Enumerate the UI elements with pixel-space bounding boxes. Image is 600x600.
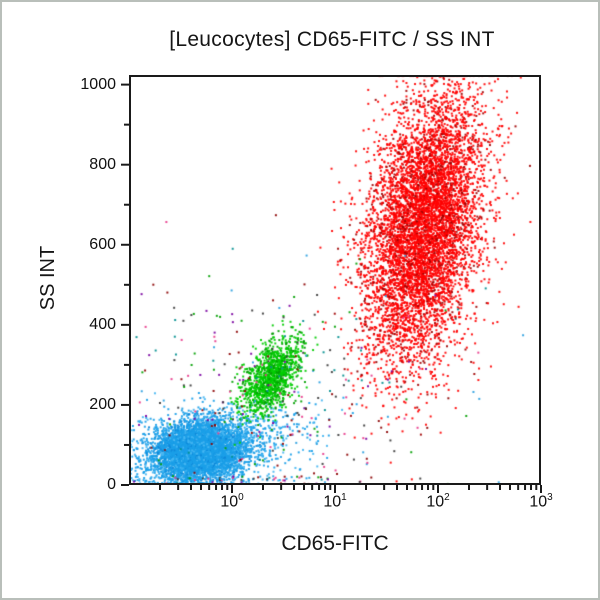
x-tick-exponent: 3 [547,492,553,503]
x-tick-exponent: 2 [444,492,450,503]
x-axis-tick-label: 100 [212,492,252,511]
x-axis-title: CD65-FITC [281,532,389,555]
x-axis-tick-label: 103 [521,492,561,511]
x-tick-base: 10 [529,493,548,511]
x-axis-tick-label: 101 [315,492,355,511]
x-tick-exponent: 0 [238,492,244,503]
x-tick-exponent: 1 [341,492,347,503]
plot-frame [129,75,541,485]
y-axis-tick-label: 600 [89,235,116,253]
x-tick-base: 10 [426,493,445,511]
y-axis-tick-label: 400 [89,315,116,333]
x-tick-base: 10 [220,493,239,511]
x-tick-base: 10 [323,493,342,511]
y-axis-tick-label: 0 [107,476,116,493]
x-axis-tick-label: 102 [418,492,458,511]
y-axis-tick-label: 200 [89,395,116,413]
y-axis-tick-label: 800 [89,155,116,173]
y-axis-tick-label: 1000 [80,75,116,93]
y-axis-title: SS INT [37,245,59,311]
